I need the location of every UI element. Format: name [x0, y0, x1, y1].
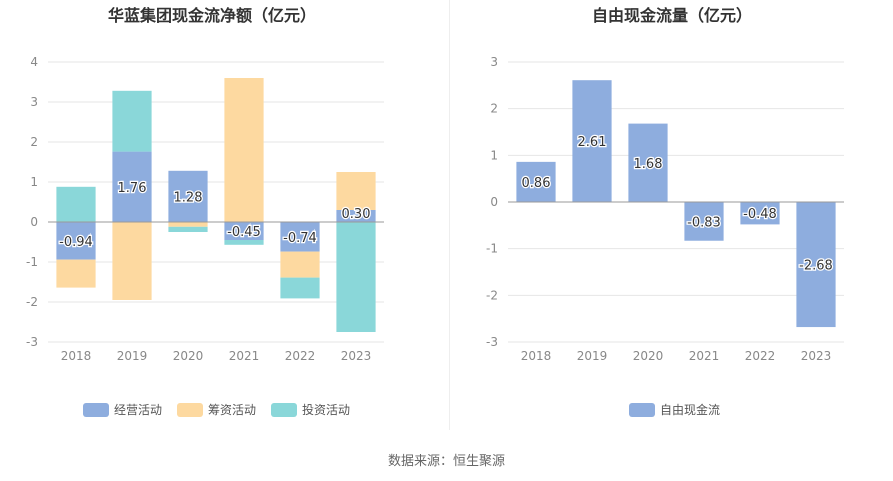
bar-2: [56, 259, 96, 288]
data-label: -0.48: [743, 207, 777, 222]
y-tick-label: -1: [26, 255, 38, 269]
x-tick-label: 2020: [173, 349, 204, 363]
data-label: -0.74: [283, 231, 317, 246]
bar-3: [112, 90, 152, 152]
chart-title: 自由现金流量（亿元）: [592, 6, 752, 25]
y-tick-label: 3: [490, 55, 498, 69]
x-tick-label: 2021: [229, 349, 260, 363]
free-cash-flow-chart: 自由现金流量（亿元） 3 2 1 0 -1 -2 -3 2018 2019 2020 2021 2022…: [450, 0, 893, 430]
bar-1: [224, 222, 264, 240]
bar-3: [336, 222, 376, 332]
bar-1: [280, 222, 320, 252]
bar-1: [112, 151, 152, 222]
bar-1: [796, 202, 836, 328]
bar-2: [112, 222, 152, 300]
bar-2: [336, 172, 376, 210]
legend-swatch: [271, 403, 297, 417]
y-tick-label: 0: [30, 215, 38, 229]
y-tick-label: -2: [26, 295, 38, 309]
x-tick-label: 2022: [745, 349, 776, 363]
data-label: 1.28: [174, 190, 203, 205]
panel-divider: [449, 0, 450, 430]
x-tick-label: 2022: [285, 349, 316, 363]
bar-2: [224, 78, 264, 222]
data-label: 0.30: [342, 207, 371, 222]
x-tick-label: 2019: [577, 349, 608, 363]
legend-swatch: [177, 403, 203, 417]
x-tick-label: 2018: [521, 349, 552, 363]
bar-1: [56, 222, 96, 260]
free-cash-flow-chart-svg: 自由现金流量（亿元） 3 2 1 0 -1 -2 -3 2018 2019 2020 2021 2022…: [486, 6, 844, 417]
x-tick-label: 2023: [801, 349, 832, 363]
data-label: -0.45: [227, 225, 261, 240]
legend-label: 经营活动: [114, 403, 162, 417]
data-label: -2.68: [799, 259, 833, 274]
bar-2: [168, 222, 208, 227]
y-tick-label: 2: [30, 135, 38, 149]
data-label: 1.68: [634, 157, 663, 172]
bar-1: [572, 80, 612, 202]
y-tick-label: 4: [30, 55, 38, 69]
data-label: 0.86: [522, 176, 551, 191]
legend-swatch: [629, 403, 655, 417]
y-tick-label: 1: [490, 148, 498, 162]
bar-1: [684, 202, 724, 241]
bar-3: [280, 277, 320, 299]
legend-label: 投资活动: [302, 402, 350, 417]
y-tick-label: 1: [30, 175, 38, 189]
y-tick-label: 2: [490, 102, 498, 116]
bar-1: [628, 123, 668, 202]
bar-2: [280, 251, 320, 278]
bar-3: [56, 186, 96, 222]
cash-flow-net-chart-svg: 华蓝集团现金流净额（亿元） 4 3 2 1 0 -1 -2 -3 2018 2019 2020 2021…: [26, 6, 384, 417]
data-label: -0.94: [59, 235, 93, 250]
bar-1: [740, 202, 780, 225]
chart-title: 华蓝集团现金流净额（亿元）: [108, 6, 316, 25]
cash-flow-net-chart: 华蓝集团现金流净额（亿元） 4 3 2 1 0 -1 -2 -3 2018 2019 2020 2021…: [0, 0, 445, 430]
x-tick-label: 2020: [633, 349, 664, 363]
x-tick-label: 2021: [689, 349, 720, 363]
x-tick-label: 2018: [61, 349, 92, 363]
y-tick-label: 3: [30, 95, 38, 109]
bar-1: [336, 210, 376, 222]
y-tick-label: -3: [26, 335, 38, 349]
data-label: -0.83: [687, 215, 721, 230]
y-tick-label: 0: [490, 195, 498, 209]
bar-3: [224, 240, 264, 245]
data-source-text: 数据来源：恒生聚源: [387, 454, 505, 469]
legend-label: 自由现金流: [660, 402, 720, 417]
legend-label: 筹资活动: [208, 403, 256, 417]
x-tick-label: 2019: [117, 349, 148, 363]
y-tick-label: -1: [486, 242, 498, 256]
y-tick-label: -3: [486, 335, 498, 349]
x-tick-label: 2023: [341, 349, 372, 363]
bar-3: [168, 226, 208, 232]
legend-swatch: [83, 403, 109, 417]
y-tick-label: -2: [486, 288, 498, 302]
bar-1: [168, 170, 208, 222]
bar-1: [516, 161, 556, 202]
data-label: 1.76: [118, 181, 147, 196]
data-label: 2.61: [578, 135, 607, 150]
